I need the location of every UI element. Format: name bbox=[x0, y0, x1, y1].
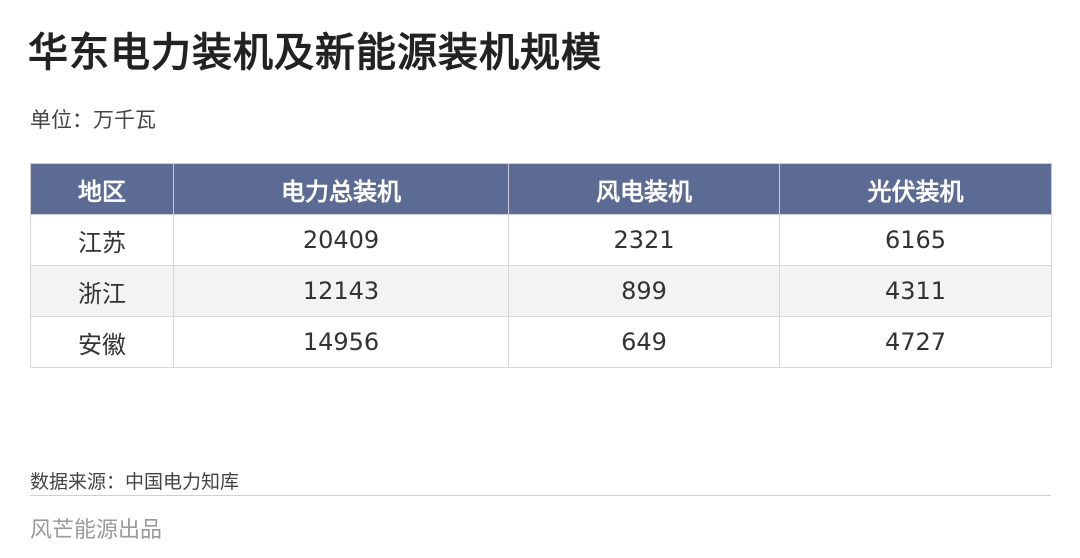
cell-solar: 4727 bbox=[779, 316, 1052, 368]
column-header-region: 地区 bbox=[30, 163, 174, 215]
table-row: 安徽 14956 649 4727 bbox=[30, 316, 1052, 368]
cell-solar: 6165 bbox=[779, 214, 1052, 266]
cell-region: 江苏 bbox=[30, 214, 174, 266]
cell-solar: 4311 bbox=[779, 265, 1052, 317]
cell-wind: 899 bbox=[508, 265, 780, 317]
divider bbox=[30, 495, 1051, 496]
cell-total: 14956 bbox=[173, 316, 509, 368]
column-header-total: 电力总装机 bbox=[173, 163, 509, 215]
data-table: 地区 电力总装机 风电装机 光伏装机 江苏 20409 2321 6165 浙江… bbox=[30, 163, 1052, 368]
cell-region: 安徽 bbox=[30, 316, 174, 368]
unit-label: 单位：万千瓦 bbox=[30, 108, 156, 132]
column-header-solar: 光伏装机 bbox=[779, 163, 1052, 215]
cell-total: 20409 bbox=[173, 214, 509, 266]
table-row: 江苏 20409 2321 6165 bbox=[30, 214, 1052, 266]
data-source: 数据来源：中国电力知库 bbox=[30, 471, 240, 493]
cell-wind: 649 bbox=[508, 316, 780, 368]
page-title: 华东电力装机及新能源装机规模 bbox=[28, 30, 602, 76]
cell-region: 浙江 bbox=[30, 265, 174, 317]
table-row: 浙江 12143 899 4311 bbox=[30, 265, 1052, 317]
table-header-row: 地区 电力总装机 风电装机 光伏装机 bbox=[30, 163, 1052, 215]
cell-total: 12143 bbox=[173, 265, 509, 317]
cell-wind: 2321 bbox=[508, 214, 780, 266]
brand-credit: 风芒能源出品 bbox=[30, 518, 163, 543]
column-header-wind: 风电装机 bbox=[508, 163, 780, 215]
